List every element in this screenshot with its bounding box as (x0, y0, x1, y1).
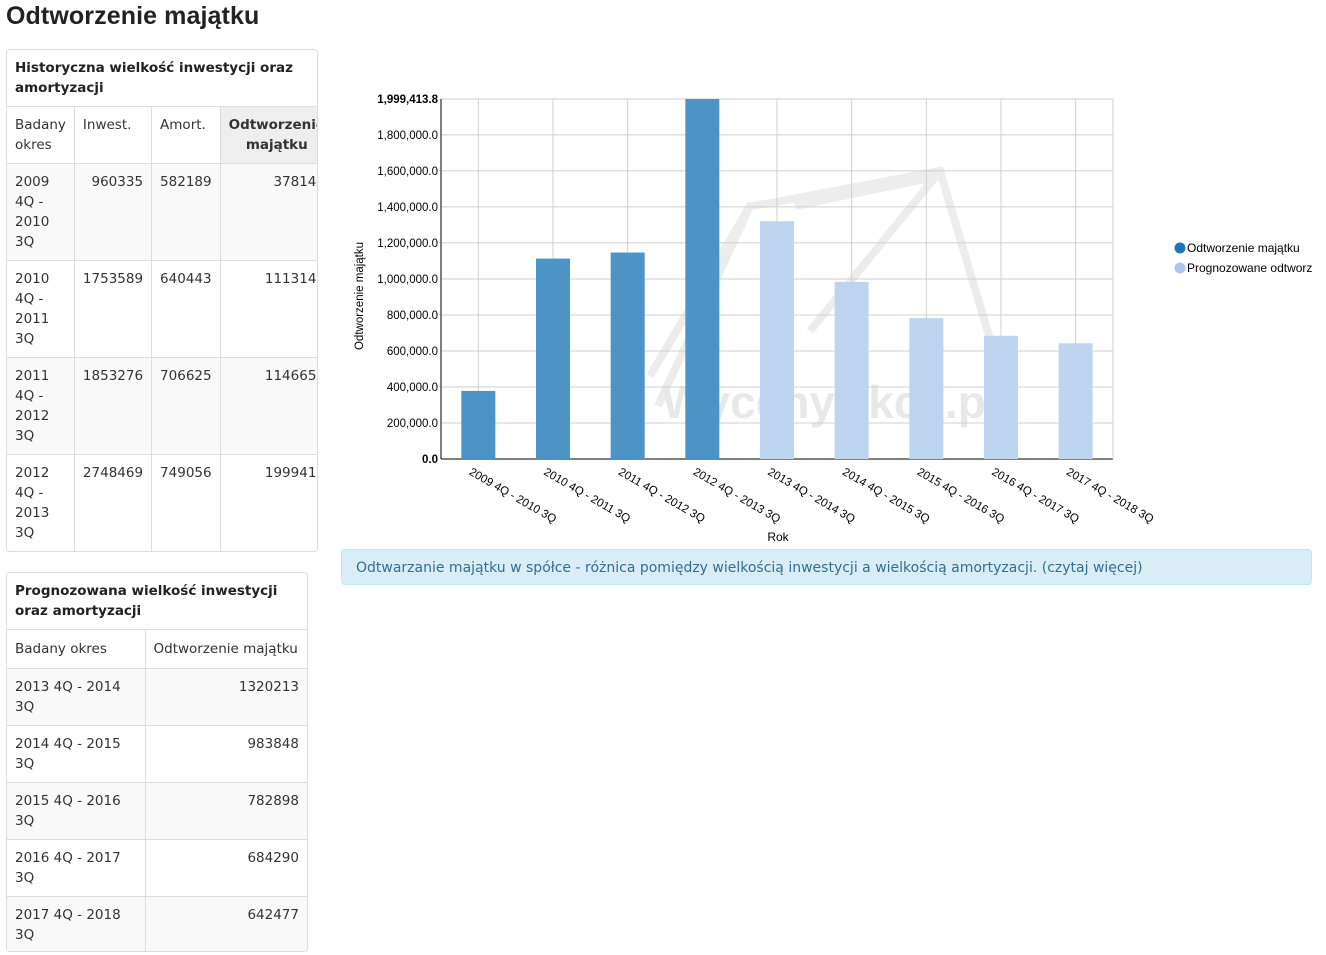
legend: Odtworzenie majątku Prognozowane odtworz (1174, 241, 1312, 275)
table-row: 2013 4Q - 2014 3Q 1320213 (7, 668, 307, 726)
y-tick-label: 1,000,000.0 (377, 274, 438, 286)
value-cell: 684290 (247, 850, 299, 866)
column-header-value: Odtworzenie majątku (153, 641, 298, 657)
invest-cell: 2748469 (74, 454, 153, 551)
period-cell: 2012 4Q - 2013 3Q (7, 454, 75, 551)
period-cell: 2010 4Q - 2011 3Q (7, 260, 75, 358)
y-tick-label: 1,400,000.0 (377, 202, 438, 214)
forecast-panel: Prognozowana wielkość inwestycji oraz am… (6, 572, 308, 952)
forecast-heading: Prognozowana wielkość inwestycji oraz am… (7, 573, 307, 630)
y-tick-label: 200,000.0 (387, 418, 438, 430)
invest-cell: 1753589 (74, 260, 153, 358)
bar-historical (461, 390, 496, 459)
forecast-table: Badany okres Odtworzenie majątku 2013 4Q… (7, 630, 307, 951)
y-tick-label: 1,200,000.0 (377, 238, 438, 250)
period-cell: 2015 4Q - 2016 3Q (7, 782, 146, 840)
y-tick-label: 1,600,000.0 (377, 166, 438, 178)
period-cell: 2016 4Q - 2017 3Q (7, 839, 146, 897)
column-header-period: Badany okres (7, 107, 75, 164)
amort-cell: 706625 (151, 357, 221, 455)
bar-historical (685, 99, 720, 459)
read-more-link[interactable]: (czytaj więcej) (1041, 560, 1143, 576)
table-row: 2009 4Q - 2010 3Q 960335 582189 378145 (7, 163, 317, 261)
historical-table: Badany okres Inwest. Amort. Odtworzenie … (7, 107, 317, 551)
y-tick-label: 0.0 (422, 454, 438, 466)
value-cell: 1146651 (220, 357, 317, 455)
bar-forecast (1058, 343, 1093, 459)
y-tick-label: 800,000.0 (387, 310, 438, 322)
y-tick-label: 600,000.0 (387, 346, 438, 358)
amort-cell: 749056 (151, 454, 221, 551)
table-header-row: Badany okres Odtworzenie majątku (7, 630, 307, 669)
bar-forecast (760, 221, 794, 459)
bar-historical (536, 258, 570, 459)
bar-chart: WycenyAkcji.pl 0.0200,000.0400,000.0600,… (354, 94, 1312, 544)
value-cell: 1113146 (264, 271, 317, 287)
value-cell: 1320213 (145, 668, 307, 726)
y-tick-label: 1,800,000.0 (377, 130, 438, 142)
legend-label-historical[interactable]: Odtworzenie majątku (1187, 241, 1300, 255)
period-cell: 2017 4Q - 2018 3Q (7, 896, 146, 951)
amort-cell: 640443 (151, 260, 221, 358)
historical-heading: Historyczna wielkość inwestycji oraz amo… (7, 50, 317, 107)
historical-panel: Historyczna wielkość inwestycji oraz amo… (6, 49, 318, 552)
period-cell: 2009 4Q - 2010 3Q (7, 163, 75, 261)
table-row: 2012 4Q - 2013 3Q 2748469 749056 1999414 (7, 454, 317, 551)
table-row: 2011 4Q - 2012 3Q 1853276 706625 1146651 (7, 357, 317, 455)
period-cell: 2013 4Q - 2014 3Q (7, 668, 146, 726)
table-header-row: Badany okres Inwest. Amort. Odtworzenie … (7, 107, 317, 164)
bar-forecast (909, 318, 944, 459)
chart-container: WycenyAkcji.pl 0.0 200,000.0 400,000.0 600,… (340, 86, 1326, 546)
table-row: 2017 4Q - 2018 3Q 642477 (7, 896, 307, 951)
table-row: 2014 4Q - 2015 3Q 983848 (7, 725, 307, 783)
bar-forecast (834, 281, 869, 459)
value-cell: 983848 (247, 736, 299, 752)
column-header-period: Badany okres (7, 630, 146, 669)
value-cell: 782898 (145, 782, 307, 840)
value-cell: 642477 (145, 896, 307, 951)
period-cell: 2011 4Q - 2012 3Q (7, 357, 75, 455)
invest-cell: 960335 (74, 163, 153, 261)
legend-marker-historical[interactable] (1174, 242, 1186, 254)
value-cell: 378145 (220, 163, 317, 261)
invest-cell: 1853276 (74, 357, 153, 455)
amort-cell: 582189 (151, 163, 221, 261)
column-header-invest: Inwest. (74, 107, 153, 164)
period-cell: 2014 4Q - 2015 3Q (7, 725, 146, 783)
bar-forecast (984, 335, 1018, 459)
page-title: Odtworzenie majątku (6, 2, 260, 30)
y-axis-label: Odtworzenie majątku (354, 242, 366, 350)
info-text: Odtwarzanie majątku w spółce - różnica p… (356, 560, 1038, 576)
x-axis-label: Rok (767, 530, 789, 544)
table-row: 2015 4Q - 2016 3Q 782898 (7, 782, 307, 840)
legend-marker-forecast[interactable] (1174, 262, 1186, 274)
table-row: 2016 4Q - 2017 3Q 684290 (7, 839, 307, 897)
legend-label-forecast[interactable]: Prognozowane odtworz (1187, 261, 1312, 275)
table-row: 2010 4Q - 2011 3Q 1753589 640443 1113146 (7, 260, 317, 358)
y-tick-label: 400,000.0 (387, 382, 438, 394)
value-cell: 1999414 (264, 465, 317, 481)
bar-historical (610, 252, 645, 459)
y-max-label: 1,999,413.8 (377, 94, 438, 106)
info-alert: Odtwarzanie majątku w spółce - różnica p… (341, 549, 1312, 585)
column-header-amort: Amort. (151, 107, 221, 164)
column-header-value: Odtworzenie majątku (220, 107, 317, 164)
